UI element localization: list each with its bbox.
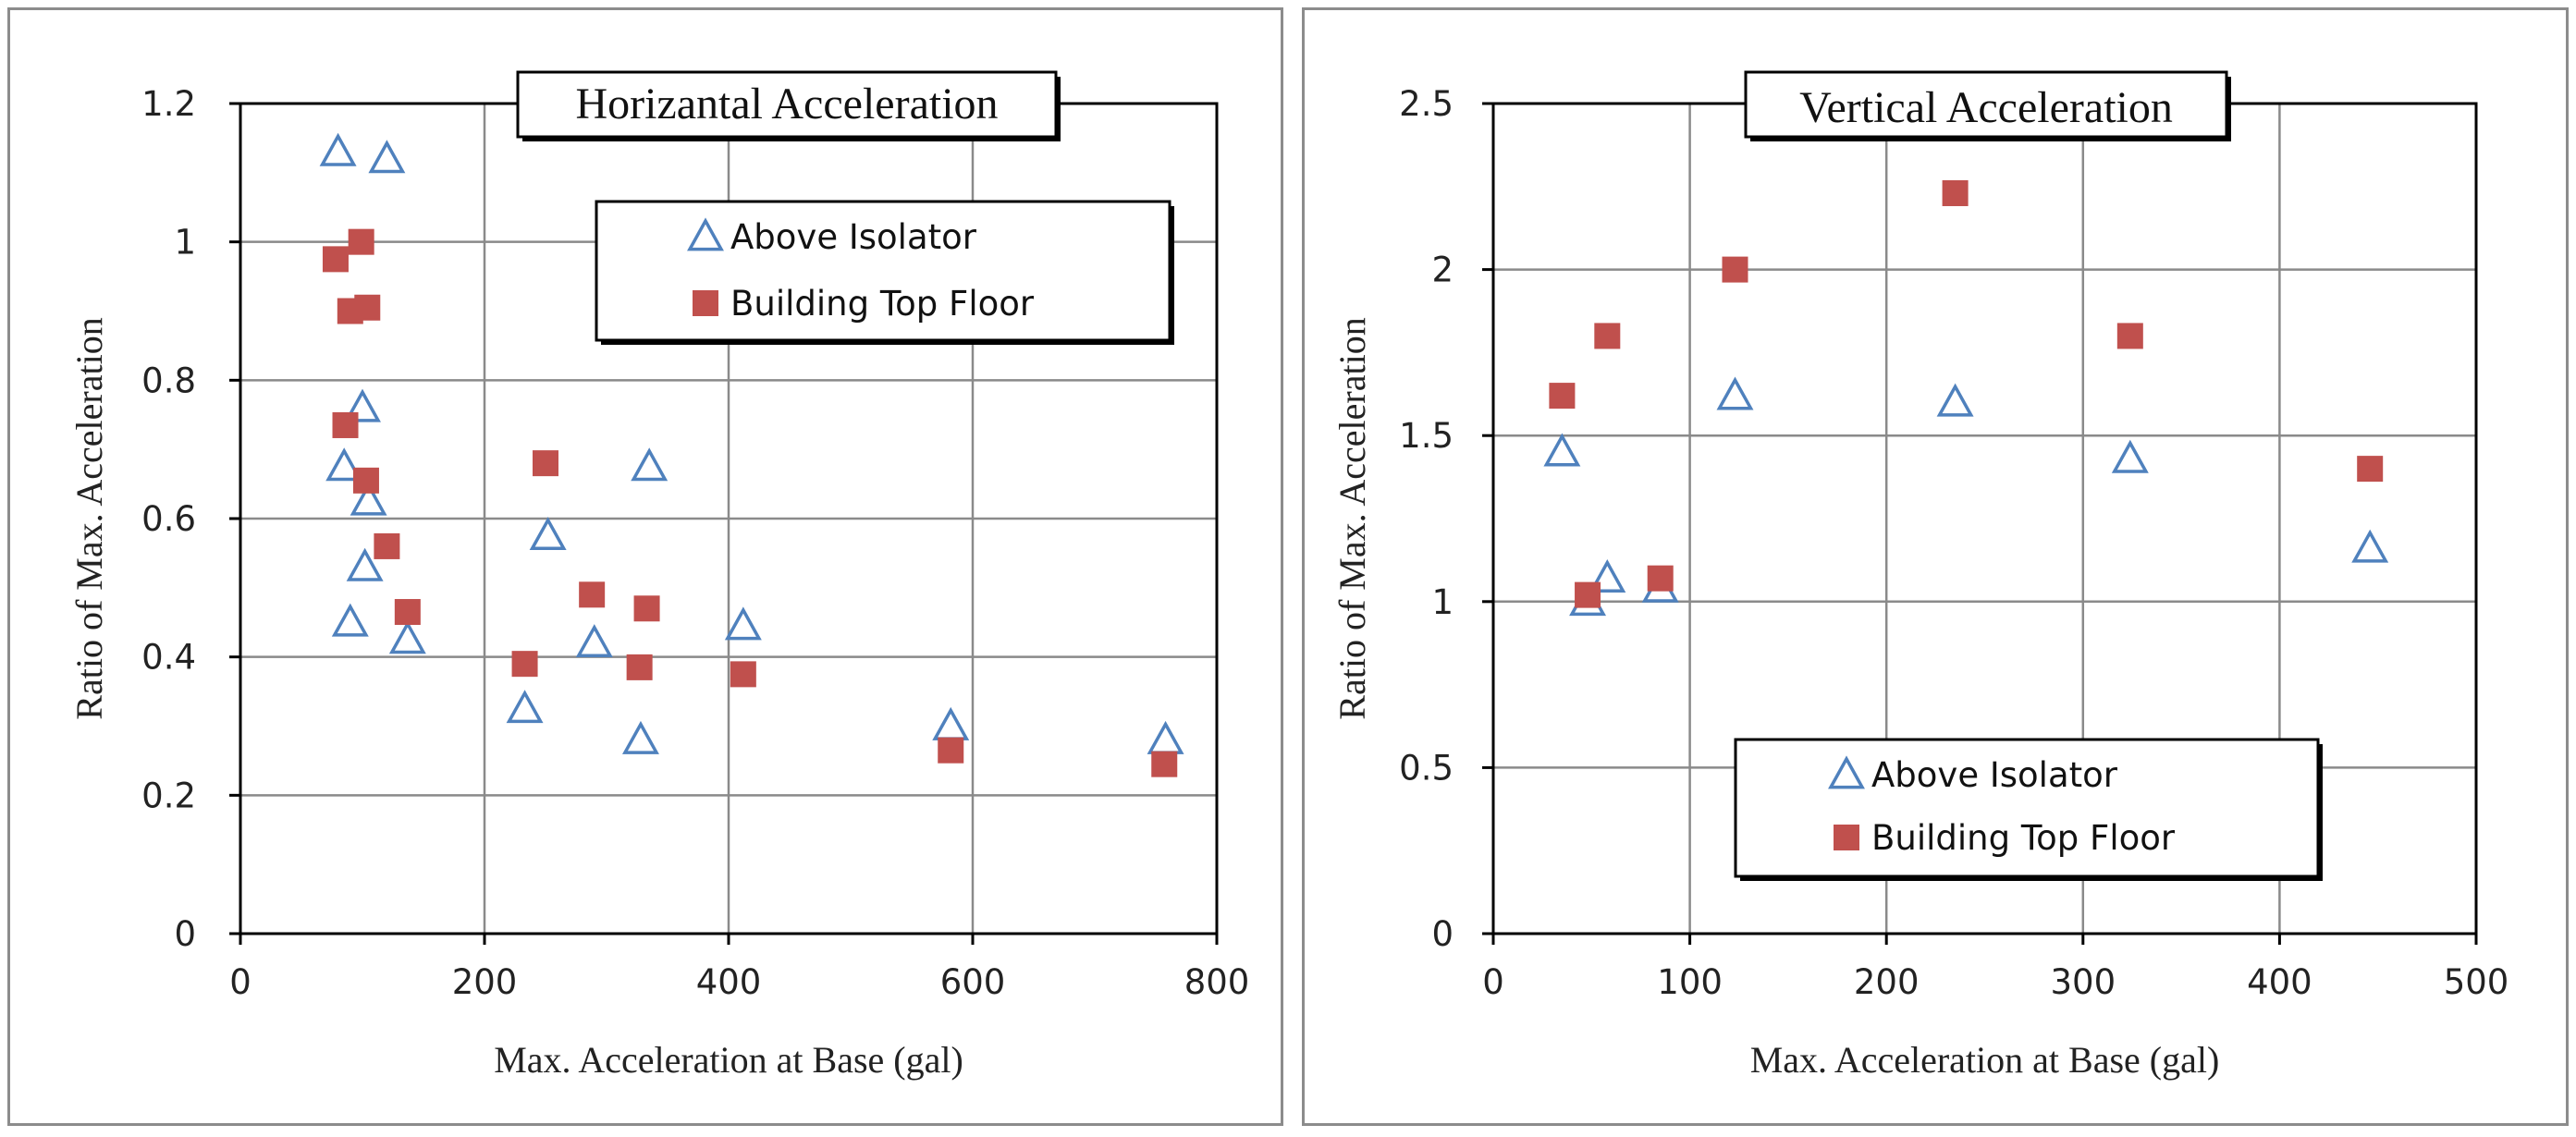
data-point [344, 388, 381, 422]
data-point [932, 706, 970, 740]
data-point [1942, 179, 1969, 206]
legend-label: Building Top Floor [1871, 818, 2176, 858]
y-tick-label: 0.2 [141, 776, 196, 815]
data-point [322, 246, 349, 273]
data-point [1543, 433, 1581, 467]
data-point [325, 447, 363, 482]
y-tick-label: 0 [1431, 914, 1454, 954]
data-point [348, 228, 374, 255]
x-tick-label: 500 [2444, 962, 2509, 1002]
x-tick-label: 100 [1657, 962, 1723, 1002]
data-point [633, 595, 660, 622]
x-axis-label: Max. Acceleration at Base (gal) [494, 1039, 963, 1081]
y-tick-label: 0.4 [141, 638, 196, 678]
data-point [1647, 565, 1674, 592]
data-point [626, 654, 653, 680]
data-point [938, 737, 964, 764]
data-point [621, 720, 659, 754]
y-tick-label: 0.8 [141, 361, 196, 400]
chart-2: 0 100 200 300 400 500 0 0.5 1 1.5 2 2.5 Max. Acceler… [1331, 70, 2509, 1081]
x-tick-label: 800 [1184, 962, 1250, 1002]
y-tick-label: 0 [174, 914, 196, 954]
data-point [352, 467, 379, 494]
data-point [2111, 439, 2149, 473]
y-tick-label: 1.2 [141, 84, 196, 124]
data-point [575, 624, 613, 658]
data-point [394, 599, 421, 626]
x-tick-label: 200 [452, 962, 518, 1002]
data-point [631, 447, 669, 482]
data-point [511, 651, 538, 678]
x-tick-label: 300 [2050, 962, 2116, 1002]
data-point [1936, 383, 1974, 417]
data-point [1716, 376, 1754, 410]
chart-1: 0 200 400 600 800 0 0.2 0.4 0.6 0.8 1 1.2 Max. Accel… [68, 70, 1250, 1081]
legend-box [595, 200, 1171, 342]
data-point [1151, 751, 1178, 777]
legend-marker [1834, 825, 1859, 850]
data-point [354, 294, 381, 321]
legend-label: Building Top Floor [730, 284, 1035, 324]
data-point [1575, 581, 1601, 608]
legend-box [1734, 738, 2320, 878]
series-above-isolator [319, 132, 1184, 754]
x-tick-label: 600 [940, 962, 1006, 1002]
y-tick-label: 0.6 [141, 499, 196, 539]
y-axis-label: Ratio of Max. Acceleration [68, 317, 110, 719]
data-point [2351, 529, 2389, 563]
data-point [2357, 456, 2384, 483]
x-tick-label: 200 [1854, 962, 1920, 1002]
legend-marker [693, 290, 718, 316]
data-point [1594, 323, 1621, 349]
data-point [331, 603, 369, 637]
data-point [1722, 256, 1748, 283]
x-tick-label: 400 [696, 962, 762, 1002]
legend-label: Above Isolator [730, 217, 977, 257]
y-tick-label: 0.5 [1399, 748, 1454, 788]
chart-title: Horizantal Acceleration [575, 79, 998, 128]
data-point [529, 517, 567, 551]
data-point [332, 411, 359, 438]
data-point [2116, 323, 2143, 349]
y-tick-label: 1 [1431, 582, 1454, 622]
series-building-top-floor [322, 228, 1178, 777]
data-point [1147, 720, 1184, 754]
y-tick-label: 2.5 [1399, 84, 1454, 124]
data-point [1589, 559, 1626, 593]
data-point [506, 690, 544, 724]
data-point [724, 606, 762, 641]
data-point [368, 140, 406, 174]
data-point [1549, 383, 1576, 410]
left-chart-panel [7, 7, 1283, 1126]
y-tick-label: 2 [1431, 251, 1454, 290]
y-tick-label: 1 [174, 223, 196, 263]
legend-marker [687, 217, 724, 251]
data-point [533, 450, 558, 477]
data-point [730, 661, 756, 688]
y-tick-label: 1.5 [1399, 416, 1454, 456]
data-point [374, 532, 400, 559]
y-axis-label: Ratio of Max. Acceleration [1331, 317, 1373, 719]
title-box [516, 70, 1058, 139]
title-box [1744, 70, 2228, 139]
chart-title: Vertical Acceleration [1799, 83, 2173, 132]
legend-label: Above Isolator [1871, 755, 2118, 795]
series-building-top-floor [1549, 179, 2384, 608]
data-point [319, 132, 357, 166]
data-point [388, 620, 426, 654]
x-tick-label: 400 [2247, 962, 2312, 1002]
x-axis-label: Max. Acceleration at Base (gal) [1750, 1039, 2220, 1081]
x-tick-label: 0 [229, 962, 251, 1002]
right-chart-panel [1302, 7, 2569, 1126]
data-point [350, 482, 387, 516]
legend-marker [1828, 755, 1865, 789]
data-point [579, 581, 606, 608]
x-tick-label: 0 [1482, 962, 1504, 1002]
data-point [346, 547, 384, 581]
